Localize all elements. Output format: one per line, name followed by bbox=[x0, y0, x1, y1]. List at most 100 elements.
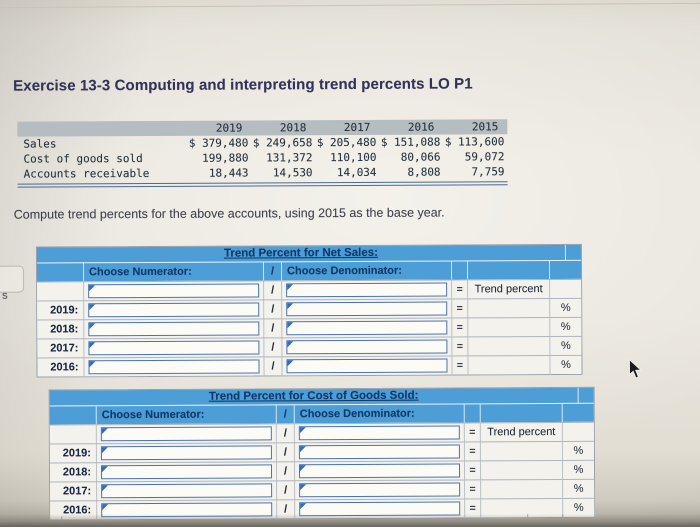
header-empty-cell bbox=[450, 261, 468, 280]
numerator-select-2017[interactable] bbox=[101, 483, 273, 499]
numerator-cell bbox=[95, 423, 276, 445]
denominator-select-2019[interactable] bbox=[286, 301, 448, 317]
divide-sign: / bbox=[276, 480, 295, 501]
equals-sign: = bbox=[463, 422, 480, 443]
trend-table-title-corner-cell bbox=[577, 387, 594, 403]
denominator-select-header[interactable] bbox=[298, 425, 460, 441]
table-border-stub bbox=[61, 516, 63, 527]
numerator-select-2016[interactable] bbox=[88, 359, 260, 375]
percent-sign-cell bbox=[561, 421, 594, 442]
account-value: 18,443 bbox=[208, 166, 249, 180]
table-border-stub bbox=[527, 514, 529, 526]
denominator-cell bbox=[281, 336, 452, 358]
account-value: 59,072 bbox=[464, 150, 505, 164]
trend-table-title: Trend Percent for Net Sales: bbox=[223, 246, 378, 260]
denominator-select-2018[interactable] bbox=[286, 320, 448, 336]
percent-sign-cell: % bbox=[561, 440, 594, 461]
trend-percent-result-cell bbox=[479, 459, 563, 481]
choose-denominator-header: Choose Denominator: bbox=[280, 261, 452, 281]
numerator-cell bbox=[83, 299, 264, 321]
denominator-cell bbox=[294, 479, 465, 501]
numerator-cell bbox=[83, 280, 264, 302]
account-value: 110,100 bbox=[330, 150, 377, 165]
equals-sign: = bbox=[451, 279, 468, 300]
account-value: 7,759 bbox=[471, 165, 505, 179]
row-year-label: 2016: bbox=[37, 357, 84, 378]
financial-table-row: Accounts receivable 18,443 14,530 14,034 8,8… bbox=[18, 164, 508, 181]
numerator-cell bbox=[83, 337, 264, 359]
trend-row-2016: 2016: / =% bbox=[50, 497, 595, 521]
numerator-select-header[interactable] bbox=[100, 426, 272, 442]
denominator-cell bbox=[293, 441, 464, 463]
numerator-select-2019[interactable] bbox=[100, 445, 272, 461]
cutoff-edge-text: s bbox=[2, 289, 8, 302]
denominator-select-2016[interactable] bbox=[299, 501, 461, 517]
denominator-select-2017[interactable] bbox=[286, 339, 448, 355]
numerator-cell bbox=[96, 480, 277, 502]
equals-sign: = bbox=[463, 441, 480, 462]
trend-table-title-cell: Trend Percent for Net Sales: bbox=[37, 245, 565, 263]
numerator-select-header[interactable] bbox=[88, 283, 260, 299]
trend-percent-result-cell bbox=[480, 497, 563, 519]
header-year-cell bbox=[50, 406, 96, 424]
divide-sign: / bbox=[275, 461, 295, 482]
account-value: $ 113,600 bbox=[444, 135, 505, 149]
trend-percent-result-cell bbox=[467, 317, 550, 338]
numerator-select-2018[interactable] bbox=[100, 464, 273, 480]
trend-percent-result-cell bbox=[480, 478, 563, 500]
numerator-select-2018[interactable] bbox=[88, 321, 260, 337]
header-empty-cell bbox=[466, 261, 550, 280]
numerator-select-2016[interactable] bbox=[101, 502, 273, 518]
page-title: Exercise 13-3 Computing and interpreting… bbox=[13, 75, 473, 95]
trend-percent-result-cell bbox=[467, 355, 550, 376]
header-year-cell bbox=[37, 263, 83, 281]
row-year-label: 2019: bbox=[49, 443, 96, 464]
row-year-label: 2019: bbox=[37, 300, 84, 321]
financial-table: 2019 2018 2017 2016 2015 Sales $ 379,480 $ 249,… bbox=[17, 119, 508, 188]
account-value: 199,880 bbox=[202, 151, 249, 165]
equals-sign: = bbox=[451, 336, 468, 357]
account-value: 14,530 bbox=[272, 166, 313, 180]
numerator-cell bbox=[95, 461, 277, 483]
trend-table-title-row: Trend Percent for Cost of Goods Sold: bbox=[49, 387, 594, 406]
equals-sign: = bbox=[451, 355, 468, 376]
row-year-label: 2018: bbox=[49, 462, 97, 483]
row-year-label: 2016: bbox=[50, 500, 97, 521]
account-label: Sales bbox=[23, 137, 57, 151]
numerator-cell bbox=[83, 356, 264, 378]
account-value: $ 205,480 bbox=[316, 135, 377, 150]
divide-sign: / bbox=[276, 499, 295, 520]
denominator-cell bbox=[294, 498, 465, 520]
denominator-select-header[interactable] bbox=[286, 282, 448, 298]
year-column-header: 2018 bbox=[279, 121, 307, 135]
account-value: $ 249,658 bbox=[252, 136, 313, 150]
account-value: $ 379,480 bbox=[188, 136, 249, 150]
divide-sign-header: / bbox=[275, 405, 294, 424]
trend-table-title-cell: Trend Percent for Cost of Goods Sold: bbox=[50, 388, 578, 406]
year-column-header: 2019 bbox=[215, 121, 243, 135]
numerator-cell bbox=[96, 499, 277, 521]
denominator-select-2019[interactable] bbox=[298, 444, 460, 460]
account-value: $ 151,088 bbox=[380, 135, 441, 149]
percent-sign-cell: % bbox=[549, 297, 582, 319]
equals-sign: = bbox=[451, 298, 468, 319]
numerator-cell bbox=[95, 442, 276, 464]
row-year-label: 2018: bbox=[37, 319, 84, 340]
denominator-select-2018[interactable] bbox=[298, 463, 461, 479]
numerator-select-2017[interactable] bbox=[88, 340, 260, 356]
denominator-cell bbox=[293, 422, 464, 444]
divide-sign: / bbox=[263, 356, 282, 377]
denominator-select-2016[interactable] bbox=[286, 358, 448, 374]
divide-sign: / bbox=[263, 299, 282, 320]
header-corner-cell bbox=[548, 260, 582, 280]
equals-sign: = bbox=[464, 498, 481, 519]
numerator-select-2019[interactable] bbox=[88, 302, 260, 318]
denominator-select-2017[interactable] bbox=[299, 482, 461, 498]
account-value: 8,808 bbox=[407, 165, 441, 179]
trend-percent-result-cell bbox=[467, 298, 550, 319]
divide-sign: / bbox=[263, 280, 282, 301]
row-year-label: 2017: bbox=[50, 481, 97, 502]
account-label: Cost of goods sold bbox=[23, 152, 143, 166]
